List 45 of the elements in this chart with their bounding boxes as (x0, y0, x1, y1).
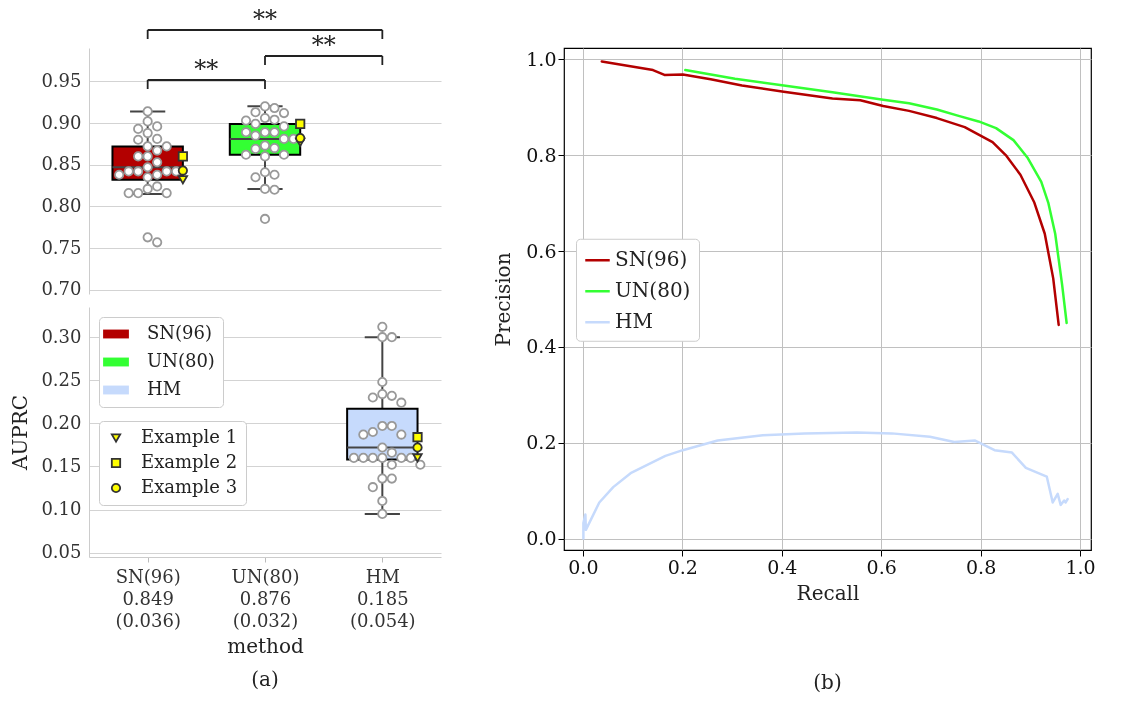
x-tick-label: HM 0.185 (0.054) (350, 565, 416, 631)
y-tick-label: 0.85 (41, 153, 82, 175)
y-tick-label: 0.4 (526, 335, 557, 358)
y-tick-label: 0.0 (526, 527, 557, 550)
x-tick-label: UN(80) 0.876 (0.032) (231, 565, 300, 631)
legend-label: SN(96) (615, 247, 688, 272)
x-tick-label: 0.0 (568, 555, 599, 578)
legend-label: HM (147, 378, 182, 399)
y-tick-label: 0.2 (526, 431, 557, 454)
y-tick-label: 0.05 (41, 541, 82, 563)
y-tick-label: 0.30 (41, 325, 82, 347)
annotation: ** (311, 31, 336, 59)
annotation: ** (194, 55, 219, 83)
y-tick-label: 0.10 (41, 498, 82, 520)
y-tick-label: 0.25 (41, 368, 82, 390)
y-axis-title: AUPRC (8, 394, 33, 472)
legend-label: UN(80) (615, 278, 691, 303)
y-tick-label: 0.8 (526, 143, 557, 166)
text: ** (253, 5, 277, 33)
y-tick-label: 0.90 (41, 111, 82, 133)
y-tick-label: 0.20 (41, 411, 82, 433)
text: (a) (251, 667, 279, 691)
legend-label: Example 1 (141, 426, 238, 447)
text: (b) (813, 670, 842, 694)
legend-label: SN(96) (147, 322, 213, 343)
x-tick-label: 0.6 (866, 555, 897, 578)
legend-label: Example 2 (141, 451, 238, 472)
x-axis-title: method (227, 633, 304, 658)
x-tick-label: 0.4 (767, 555, 798, 578)
y-tick-label: 1.0 (526, 47, 557, 70)
legend-label: UN(80) (147, 350, 215, 371)
y-tick-label: 0.15 (41, 454, 82, 476)
y-tick-label: 0.6 (526, 239, 557, 262)
y-tick-label: 0.75 (41, 236, 82, 258)
x-tick-label: 0.2 (667, 555, 698, 578)
y-tick-label: 0.95 (41, 69, 82, 91)
x-tick-label: 0.8 (966, 555, 997, 578)
legend-label: Example 3 (141, 476, 238, 497)
legend-label: HM (615, 309, 653, 334)
x-tick-label: SN(96) 0.849 (0.036) (115, 565, 181, 631)
x-axis-title: Recall (796, 580, 860, 605)
x-tick-label: 1.0 (1065, 555, 1096, 578)
y-axis-title: Precision (491, 252, 516, 347)
y-tick-label: 0.70 (41, 278, 82, 300)
y-tick-label: 0.80 (41, 194, 82, 216)
